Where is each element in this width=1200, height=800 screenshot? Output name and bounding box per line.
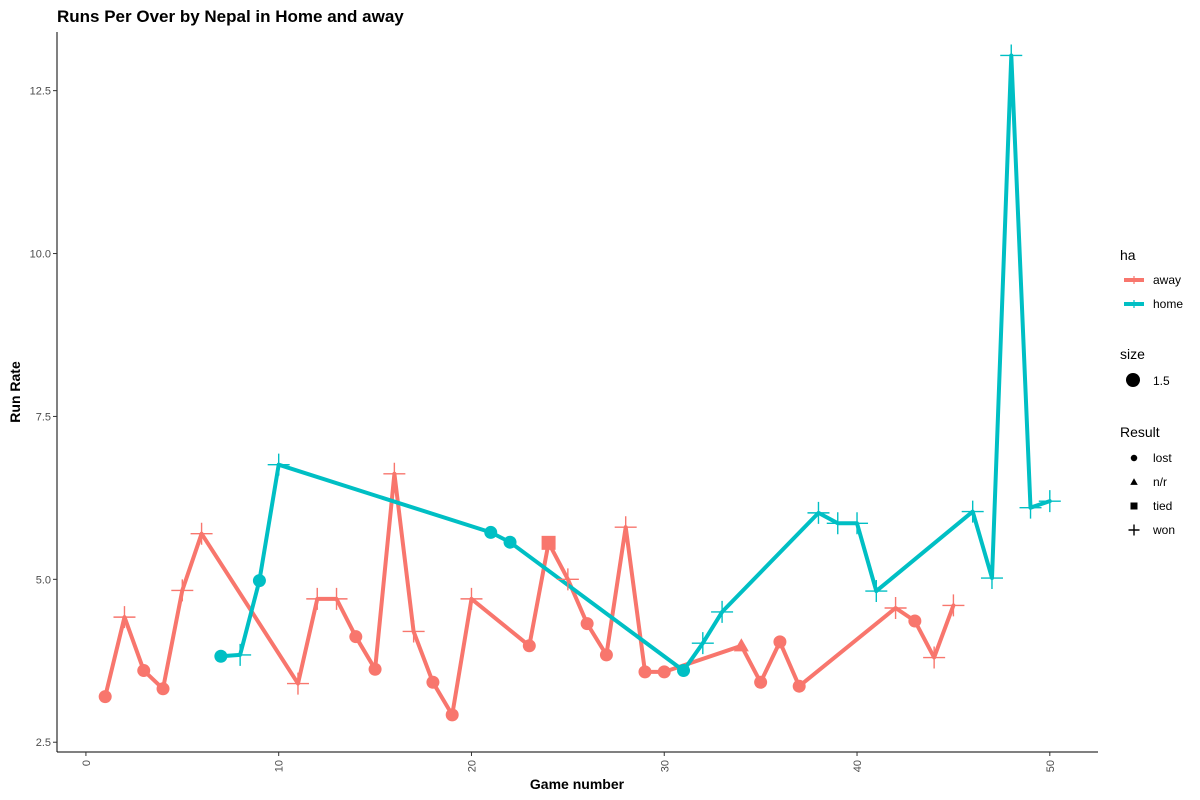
legend-shape-label: won bbox=[1152, 523, 1175, 537]
data-point-away bbox=[754, 675, 768, 689]
y-tick-label: 7.5 bbox=[36, 411, 51, 423]
data-point-home bbox=[252, 574, 266, 588]
y-tick-label: 2.5 bbox=[36, 737, 51, 749]
data-point-away bbox=[541, 535, 556, 550]
data-point-home bbox=[503, 535, 517, 549]
legend-shape-keys: lost n/r tied won bbox=[1128, 451, 1175, 537]
data-point-home bbox=[961, 500, 984, 523]
legend-color-keys: away home bbox=[1124, 273, 1183, 311]
data-point-home bbox=[846, 512, 869, 535]
data-point-home bbox=[1019, 496, 1042, 519]
legend-label-home: home bbox=[1153, 297, 1183, 311]
series-line-away bbox=[103, 471, 956, 717]
legend: ha away home size 1.5 Result lost n/r tied w… bbox=[1120, 247, 1183, 537]
data-point-away bbox=[190, 522, 213, 545]
legend-shape-label: n/r bbox=[1153, 475, 1167, 489]
legend-size-title: size bbox=[1120, 346, 1145, 362]
data-point-away bbox=[383, 462, 406, 485]
data-point-away bbox=[923, 646, 946, 669]
legend-shape-title: Result bbox=[1120, 424, 1160, 440]
data-point-away bbox=[171, 579, 194, 602]
data-point-away bbox=[580, 617, 594, 631]
y-tick-label: 12.5 bbox=[30, 86, 51, 98]
data-point-away bbox=[349, 630, 363, 644]
data-point-away bbox=[156, 682, 170, 696]
legend-shape-key-square bbox=[1130, 502, 1138, 510]
chart-title: Runs Per Over by Nepal in Home and away bbox=[57, 7, 404, 26]
data-point-away bbox=[368, 662, 382, 676]
legend-shape-key-plus bbox=[1128, 524, 1140, 536]
legend-shape-label: lost bbox=[1153, 451, 1172, 465]
y-axis-title: Run Rate bbox=[7, 361, 23, 423]
legend-key-marker-away bbox=[1130, 276, 1138, 284]
axis-ticks: 2.5 5.0 7.5 10.0 12.5 0 10 20 30 40 50 bbox=[30, 86, 1057, 773]
data-point-away bbox=[460, 587, 483, 610]
data-point-away bbox=[773, 635, 787, 649]
legend-size-key bbox=[1126, 373, 1140, 387]
data-point-away bbox=[113, 606, 136, 629]
data-point-away bbox=[638, 665, 652, 679]
series-lines bbox=[103, 53, 1052, 717]
data-point-away bbox=[908, 614, 922, 628]
x-tick-label: 0 bbox=[81, 760, 93, 766]
legend-shape-key-circle bbox=[1130, 454, 1138, 462]
data-point-home bbox=[214, 649, 228, 663]
x-tick-label: 50 bbox=[1045, 760, 1057, 772]
legend-label-away: away bbox=[1153, 273, 1181, 287]
data-point-home bbox=[267, 453, 290, 476]
legend-color-title: ha bbox=[1120, 247, 1136, 263]
series-points bbox=[98, 44, 1061, 722]
data-point-away bbox=[522, 639, 536, 653]
data-point-away bbox=[599, 648, 613, 662]
legend-shape-label: tied bbox=[1153, 499, 1172, 513]
x-axis-title: Game number bbox=[530, 776, 625, 792]
x-tick-label: 10 bbox=[274, 760, 286, 772]
data-point-away bbox=[942, 594, 965, 617]
data-point-home bbox=[826, 512, 849, 535]
data-point-away bbox=[445, 708, 459, 722]
y-tick-label: 10.0 bbox=[30, 249, 51, 261]
data-point-away bbox=[657, 665, 671, 679]
data-point-home bbox=[677, 664, 691, 678]
data-point-away bbox=[556, 568, 579, 591]
data-point-home bbox=[229, 643, 252, 666]
data-point-home bbox=[484, 525, 498, 539]
data-point-away bbox=[306, 587, 329, 610]
data-point-home bbox=[865, 580, 888, 603]
data-point-home bbox=[1038, 490, 1061, 513]
data-point-home bbox=[691, 632, 714, 655]
x-tick-label: 20 bbox=[466, 760, 478, 772]
x-tick-label: 40 bbox=[852, 760, 864, 772]
data-point-away bbox=[137, 664, 151, 678]
data-point-home bbox=[980, 567, 1003, 590]
data-point-home bbox=[807, 501, 830, 524]
data-point-away bbox=[733, 638, 749, 652]
legend-key-marker-home bbox=[1130, 300, 1138, 308]
data-point-away bbox=[426, 675, 440, 689]
y-tick-label: 5.0 bbox=[36, 574, 51, 586]
legend-size-label: 1.5 bbox=[1153, 374, 1170, 388]
data-point-away bbox=[325, 587, 348, 610]
plot-area: 2.5 5.0 7.5 10.0 12.5 0 10 20 30 40 50 bbox=[30, 32, 1098, 772]
data-point-away bbox=[884, 597, 907, 619]
series-line-home bbox=[218, 53, 1052, 673]
data-point-home bbox=[711, 600, 734, 623]
data-point-away bbox=[792, 679, 806, 693]
x-tick-label: 30 bbox=[659, 760, 671, 772]
data-point-away bbox=[402, 620, 425, 643]
data-point-away bbox=[98, 690, 112, 704]
legend-shape-key-triangle bbox=[1130, 478, 1138, 485]
data-point-away bbox=[286, 672, 309, 695]
data-point-home bbox=[1000, 44, 1023, 67]
data-point-away bbox=[614, 516, 637, 539]
